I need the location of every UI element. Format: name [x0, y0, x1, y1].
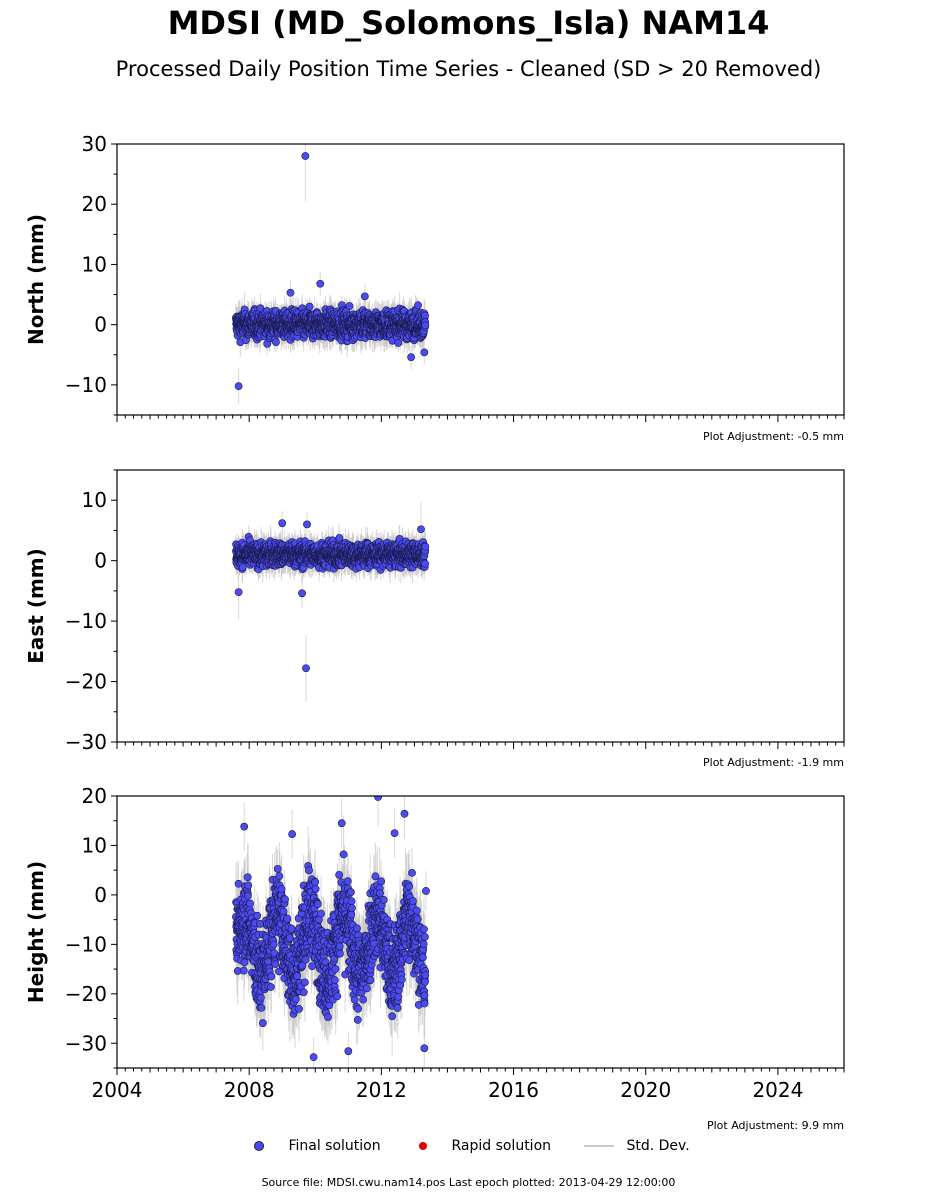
data-point: [420, 348, 429, 357]
y-tick-label: 10: [82, 252, 107, 276]
data-point: [360, 292, 369, 301]
chart-subtitle: Processed Daily Position Time Series - C…: [115, 57, 822, 81]
data-point: [316, 279, 325, 288]
plot-adjustment-note: Plot Adjustment: -0.5 mm: [703, 430, 844, 443]
points-north: [232, 152, 430, 390]
data-point: [421, 321, 430, 330]
data-point: [305, 302, 314, 311]
plot-area-east: [232, 502, 430, 702]
chart-title: MDSI (MD_Solomons_Isla) NAM14: [167, 4, 770, 42]
stddev-bars-east: [235, 502, 426, 702]
y-tick-label: 0: [94, 313, 107, 337]
data-point: [421, 311, 429, 320]
stddev-bars-north: [235, 144, 426, 405]
plot-area-north: [232, 144, 430, 405]
y-tick-label: 20: [82, 192, 107, 216]
y-tick-label: 30: [82, 132, 107, 156]
data-point: [238, 563, 247, 572]
data-point: [345, 302, 354, 310]
y-tick-label: −10: [65, 373, 107, 397]
axes-frame-north: [116, 143, 845, 416]
y-axis-label: North (mm): [24, 214, 48, 345]
data-point: [407, 353, 416, 362]
data-point: [414, 301, 422, 310]
data-point: [301, 152, 310, 160]
data-point: [394, 339, 403, 347]
points-east: [232, 519, 430, 673]
panel-north: −10 0 10 20 30 North (mm) Plot Adjustment: -0.…: [24, 132, 845, 443]
data-point: [272, 338, 280, 346]
data-point: [234, 382, 243, 390]
data-point: [286, 288, 295, 297]
